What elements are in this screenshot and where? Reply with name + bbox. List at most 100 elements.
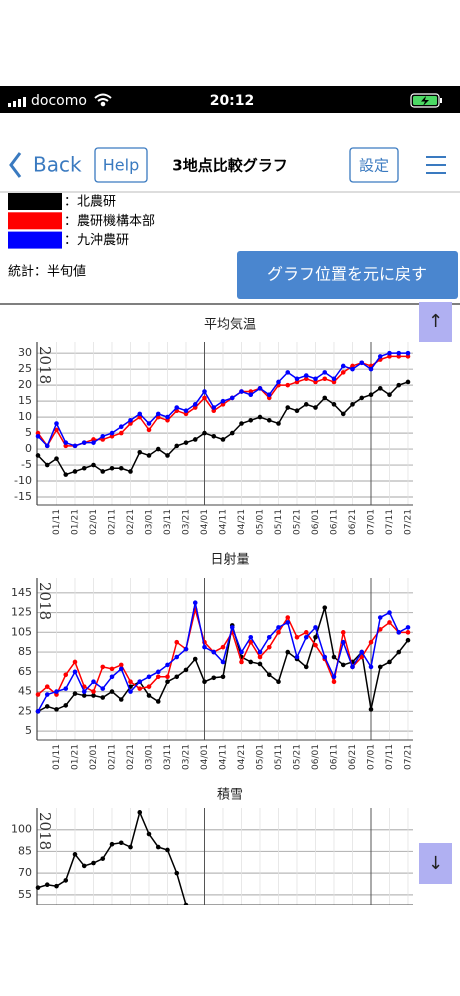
data-point	[155, 411, 161, 417]
data-point	[81, 440, 87, 445]
data-point	[44, 692, 50, 697]
x-tick-label: 07/01	[367, 509, 377, 535]
legend-label: ：九沖農研	[64, 233, 129, 248]
data-point	[174, 405, 180, 410]
data-point	[91, 693, 96, 698]
data-point	[220, 644, 226, 650]
data-point	[340, 639, 346, 645]
data-point	[81, 689, 87, 694]
data-point	[331, 402, 337, 407]
x-tick-label: 03/11	[163, 744, 173, 770]
data-point	[303, 376, 309, 382]
reset-button[interactable]: グラフ位置を元に戻す	[267, 265, 427, 284]
chart-title: 日射量	[210, 552, 249, 568]
y-tick-label: 100	[11, 823, 32, 836]
data-point	[377, 664, 383, 670]
data-point	[109, 465, 115, 471]
x-tick-label: 07/11	[385, 744, 395, 770]
data-point	[303, 402, 309, 407]
data-point	[165, 418, 170, 423]
legend-label: ：農研機構本部	[64, 214, 155, 229]
data-point	[396, 354, 402, 359]
data-point	[155, 446, 161, 452]
data-point	[128, 679, 133, 685]
data-point	[183, 440, 189, 445]
data-point	[313, 376, 318, 382]
data-point	[118, 465, 124, 471]
data-point	[128, 421, 133, 426]
chart-title: 積雪	[217, 788, 243, 803]
data-point	[257, 661, 263, 667]
data-point	[44, 704, 50, 709]
data-point	[368, 639, 374, 645]
data-point	[72, 852, 78, 857]
data-point	[331, 376, 337, 382]
data-point	[91, 679, 96, 685]
data-point	[63, 440, 69, 445]
data-point	[340, 411, 346, 417]
y-tick-label: 20	[18, 378, 32, 391]
x-tick-label: 05/01	[256, 744, 266, 770]
x-tick-label: 01/21	[71, 744, 81, 770]
data-point	[146, 693, 152, 698]
data-point	[257, 654, 263, 660]
reset-button-frame[interactable]	[237, 251, 458, 299]
data-point	[387, 659, 392, 665]
data-point	[109, 433, 115, 439]
data-point	[63, 672, 69, 678]
legend: ：北農研 ：農研機構本部 ：九沖農研	[8, 193, 155, 249]
data-point	[396, 649, 402, 655]
data-point	[340, 370, 346, 375]
y-tick-label: 85	[18, 645, 32, 658]
data-point	[396, 350, 402, 356]
scroll-down-frame[interactable]	[419, 843, 452, 884]
data-point	[183, 646, 189, 652]
y-tick-label: 105	[11, 625, 32, 638]
menu-button[interactable]	[426, 156, 446, 174]
y-tick-label: 145	[11, 586, 32, 599]
back-button[interactable]: Back	[33, 153, 82, 177]
scroll-down-button[interactable]: ↓	[428, 853, 443, 874]
data-point	[211, 433, 217, 439]
year-label: 2018	[36, 346, 54, 384]
data-point	[377, 615, 383, 620]
data-point	[313, 634, 318, 640]
data-point	[146, 674, 152, 680]
x-tick-label: 02/01	[89, 744, 99, 770]
y-tick-label: 25	[18, 362, 32, 375]
data-point	[202, 644, 207, 650]
data-point	[146, 453, 152, 458]
data-point	[331, 654, 337, 660]
x-tick-label: 02/11	[108, 744, 118, 770]
data-point	[368, 707, 374, 712]
data-point	[377, 627, 383, 632]
data-point	[35, 453, 41, 458]
settings-button[interactable]: 設定	[359, 157, 389, 175]
data-point	[118, 666, 124, 672]
data-point	[54, 421, 59, 426]
data-point	[35, 433, 41, 439]
status-bar	[0, 86, 460, 113]
scroll-up-frame[interactable]	[419, 302, 452, 342]
y-tick-label: 30	[18, 346, 32, 359]
data-point	[63, 686, 69, 691]
data-point	[54, 707, 59, 712]
help-button[interactable]: Help	[103, 156, 139, 175]
x-tick-label: 03/21	[182, 744, 192, 770]
y-tick-label: -10	[14, 474, 32, 487]
data-point	[322, 376, 328, 382]
data-point	[174, 654, 180, 660]
x-tick-label: 02/11	[108, 509, 118, 535]
settings-button-frame[interactable]	[349, 147, 399, 183]
data-point	[257, 649, 263, 655]
data-point	[54, 427, 59, 433]
back-chevron[interactable]	[9, 152, 22, 178]
data-point	[211, 675, 217, 681]
x-tick-label: 01/21	[71, 509, 81, 535]
data-point	[109, 430, 115, 436]
y-tick-label: 5	[25, 426, 32, 439]
data-point	[229, 395, 235, 401]
scroll-up-button[interactable]: ↑	[428, 311, 443, 332]
help-button-frame[interactable]	[94, 147, 148, 183]
